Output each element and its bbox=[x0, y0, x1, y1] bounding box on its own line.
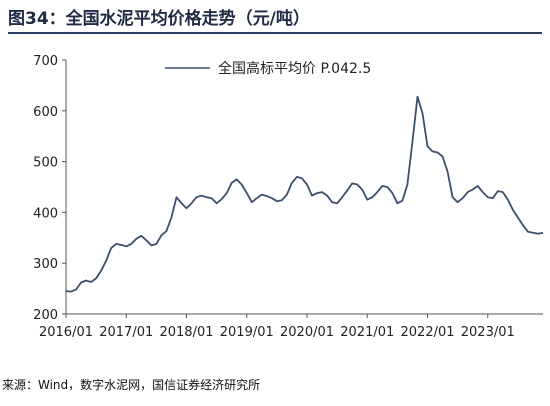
y-tick-label: 500 bbox=[33, 156, 58, 171]
x-axis-ticks: 2016/01 2017/01 2018/01 2019/01 2020/01 2021/… bbox=[39, 314, 515, 340]
chart-axes bbox=[66, 60, 543, 314]
x-tick-label: 2022/01 bbox=[401, 325, 455, 340]
x-tick-label: 2018/01 bbox=[159, 325, 213, 340]
x-tick-label: 2016/01 bbox=[39, 325, 93, 340]
y-tick-label: 600 bbox=[33, 105, 58, 120]
x-tick-label: 2017/01 bbox=[99, 325, 153, 340]
figure-title: 图34：全国水泥平均价格走势（元/吨） bbox=[8, 4, 542, 34]
x-tick-label: 2020/01 bbox=[280, 325, 334, 340]
chart-legend: 全国高标平均价 P.042.5 bbox=[165, 60, 371, 77]
legend-label: 全国高标平均价 P.042.5 bbox=[218, 60, 371, 77]
y-axis-ticks: 200 300 400 500 600 700 bbox=[33, 54, 66, 323]
line-chart: 200 300 400 500 600 700 2016/01 2017/01 2018/01… bbox=[0, 40, 550, 358]
x-tick-label: 2021/01 bbox=[340, 325, 394, 340]
source-note: 来源：Wind，数字水泥网，国信证券经济研究所 bbox=[2, 376, 260, 393]
x-tick-label: 2019/01 bbox=[220, 325, 274, 340]
series-layer bbox=[66, 97, 543, 292]
y-tick-label: 300 bbox=[33, 257, 58, 272]
y-tick-label: 700 bbox=[33, 54, 58, 69]
y-tick-label: 400 bbox=[33, 206, 58, 221]
x-tick-label: 2023/01 bbox=[461, 325, 515, 340]
series-line bbox=[66, 97, 543, 292]
y-tick-label: 200 bbox=[33, 308, 58, 323]
